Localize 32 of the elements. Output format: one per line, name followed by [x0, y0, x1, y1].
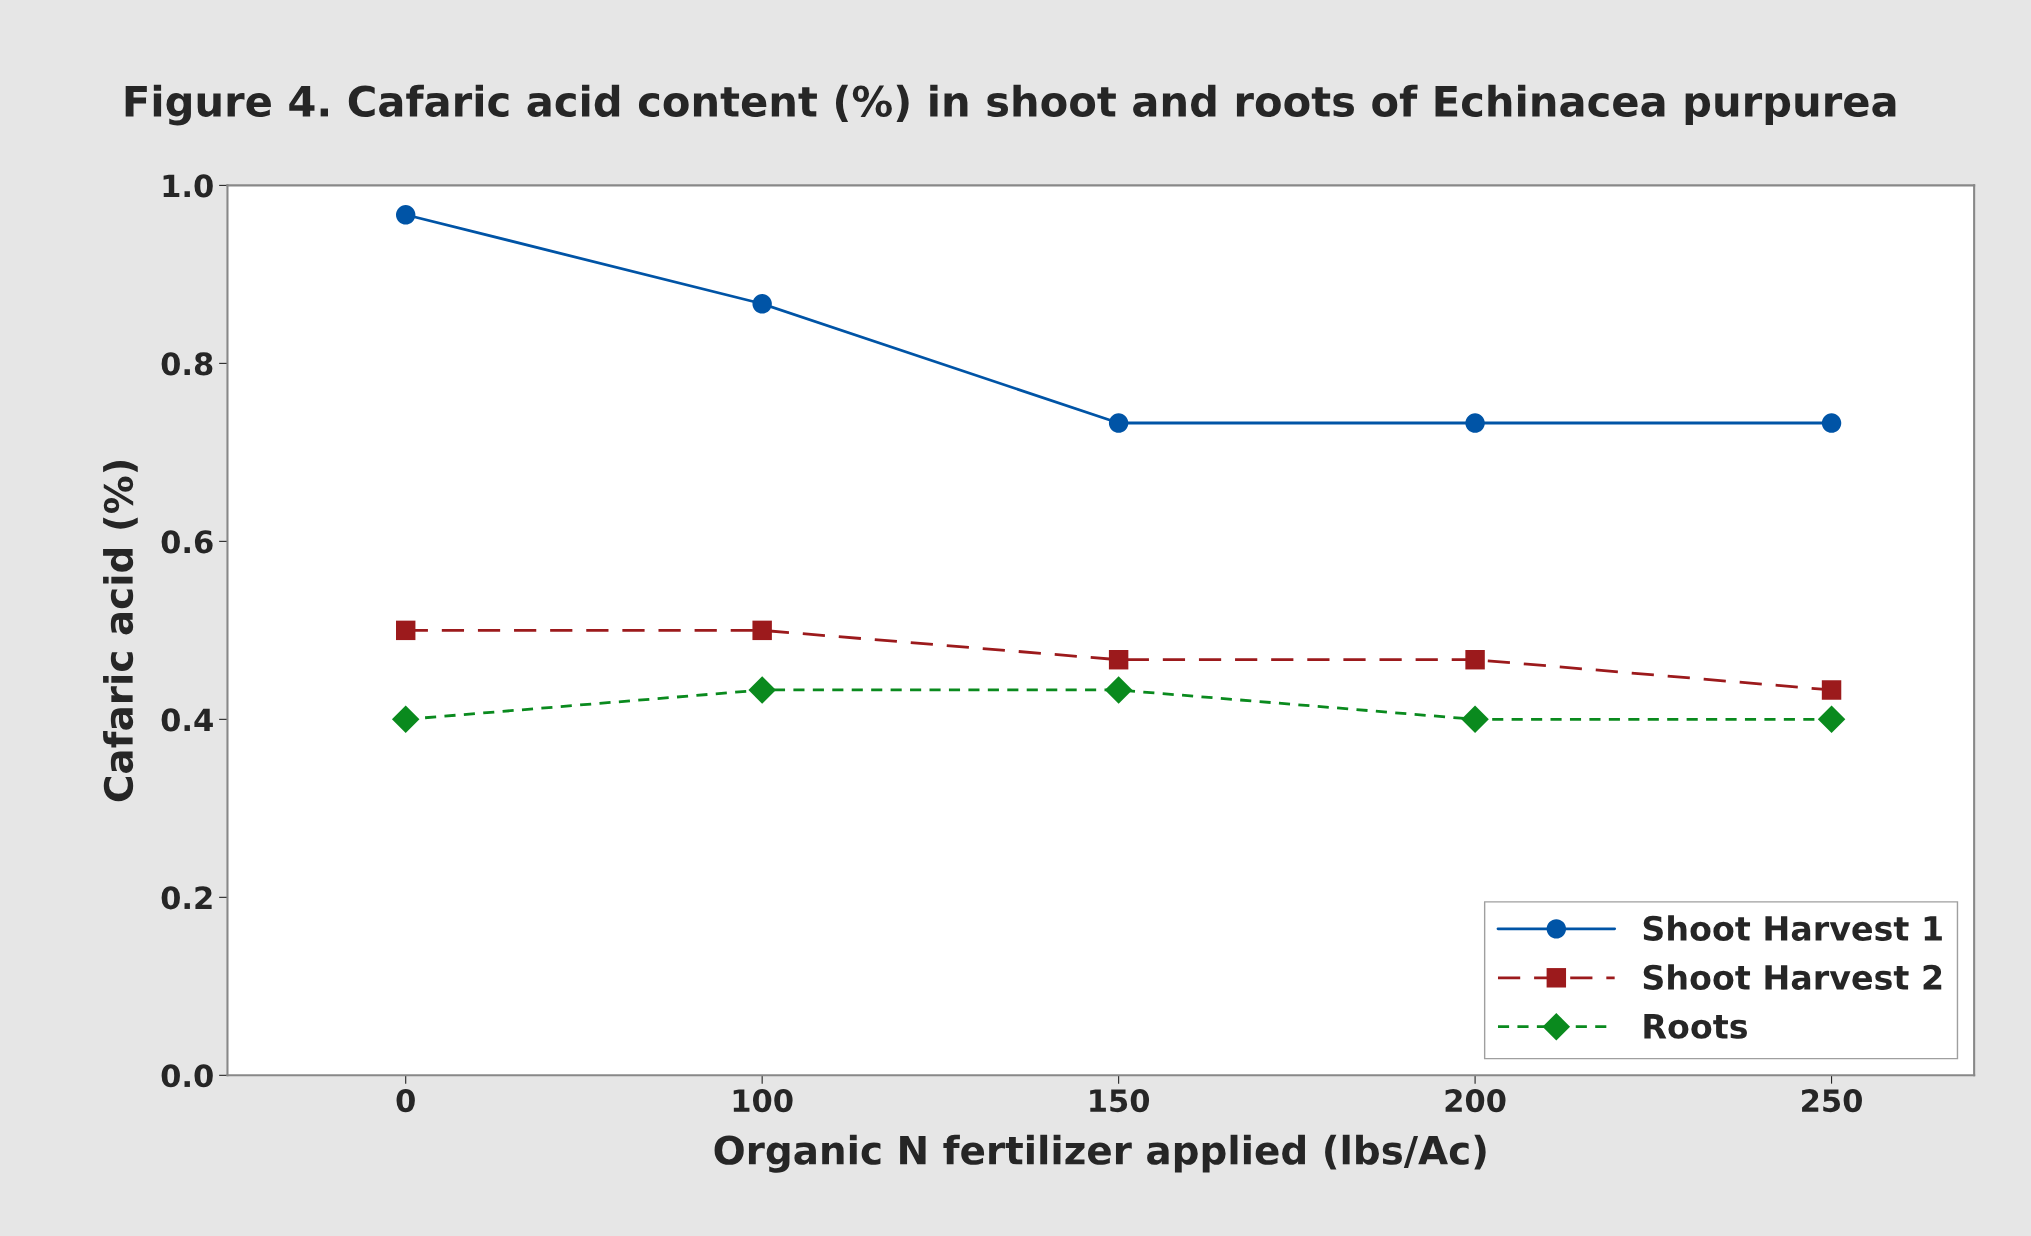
point [1461, 705, 1489, 734]
point [1108, 413, 1129, 433]
point [752, 620, 772, 641]
x-tick-label: 100 [733, 1089, 793, 1113]
point [1821, 413, 1842, 433]
point [395, 205, 416, 225]
chart-title: Figure 4. Cafaric acid content (%) in shoot and roots of Echinacea purpurea [125, 84, 1896, 126]
y-tick-label: 0.2 [161, 886, 212, 910]
legend-label: Shoot Harvest 2 [1643, 964, 1942, 990]
y-tick-label: 0.8 [161, 352, 213, 376]
y-tick-label: 1.0 [163, 174, 213, 198]
x-tick-label: 150 [1090, 1089, 1150, 1113]
point [1817, 705, 1846, 734]
point [1465, 413, 1485, 433]
y-axis-title: Cafaric acid (%) [103, 460, 138, 802]
x-tick-label: 250 [1802, 1089, 1862, 1113]
point [1465, 650, 1485, 670]
x-tick-label: 200 [1445, 1089, 1506, 1113]
y-tick-label: 0.0 [161, 1064, 213, 1088]
point [1821, 680, 1842, 700]
point [752, 294, 772, 314]
point [748, 676, 776, 704]
point [1108, 650, 1129, 670]
x-axis-title: Organic N fertilizer applied (lbs/Ac) [714, 1134, 1486, 1173]
y-tick-label: 0.4 [161, 708, 213, 732]
x-tick-label: 0 [396, 1089, 415, 1113]
point [395, 620, 416, 641]
point [391, 705, 420, 734]
legend-label: Roots [1644, 1014, 1747, 1039]
y-tick-label: 0.6 [161, 530, 213, 554]
point [1104, 676, 1133, 704]
legend-label: Shoot Harvest 1 [1643, 915, 1942, 942]
